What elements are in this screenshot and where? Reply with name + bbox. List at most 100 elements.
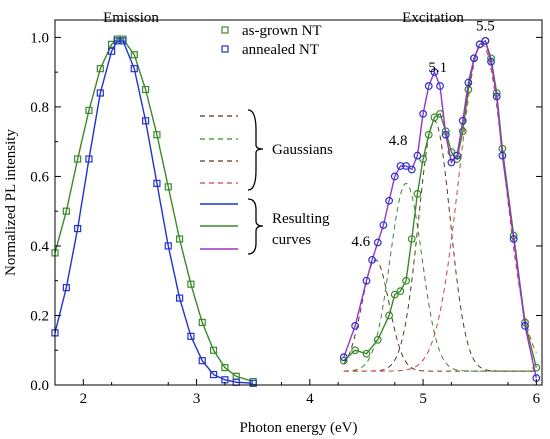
- data-point-annealed-excitation: [379, 221, 388, 229]
- data-point-annealed-emission: [175, 294, 184, 302]
- data-point-annealed-emission: [62, 284, 70, 292]
- data-point-as-grown-emission: [209, 346, 218, 354]
- legend-marker-as-grown: [221, 26, 229, 34]
- data-point-as-grown-excitation: [402, 276, 410, 285]
- data-point-as-grown-excitation: [351, 346, 360, 355]
- data-point-annealed-excitation: [521, 322, 529, 330]
- data-point-as-grown-excitation: [385, 311, 394, 320]
- data-point-annealed-excitation: [339, 353, 348, 362]
- data-point-annealed-emission: [187, 332, 195, 340]
- data-point-as-grown-excitation: [407, 235, 416, 243]
- data-point-annealed-excitation: [458, 116, 467, 125]
- peak-label: 4.6: [351, 234, 370, 250]
- data-point-annealed-excitation: [413, 151, 422, 160]
- legend-brace-gaussians: [247, 109, 264, 191]
- data-point-annealed-emission: [209, 370, 218, 379]
- data-point-as-grown-excitation: [447, 148, 456, 156]
- data-point-as-grown-emission: [187, 280, 195, 288]
- data-point-annealed-excitation: [419, 109, 427, 118]
- data-point-annealed-excitation: [470, 54, 478, 63]
- data-point-as-grown-excitation: [458, 127, 467, 136]
- resulting-curve-as-grown-emission: [54, 38, 254, 383]
- data-point-annealed-emission: [130, 65, 138, 73]
- plot-layer: 4.6 4.8 5.1 5.5: [51, 18, 541, 387]
- data-point-as-grown-excitation: [390, 290, 399, 299]
- data-point-annealed-excitation: [390, 172, 399, 181]
- legend-label-curves: curves: [272, 232, 311, 248]
- data-point-annealed-excitation: [407, 165, 416, 174]
- data-point-annealed-excitation: [492, 92, 501, 101]
- data-point-as-grown-emission: [153, 131, 161, 139]
- data-point-annealed-excitation: [453, 151, 461, 160]
- data-point-annealed-excitation: [396, 162, 405, 170]
- data-point-as-grown-excitation: [339, 356, 348, 365]
- data-point-as-grown-excitation: [413, 189, 422, 198]
- data-point-as-grown-emission: [175, 235, 184, 243]
- legend-marker-annealed: [221, 45, 229, 53]
- data-point-as-grown-excitation: [430, 113, 439, 122]
- data-point-annealed-emission: [85, 155, 93, 163]
- y-axis-label: Normalized PL intensity: [3, 129, 19, 276]
- data-point-annealed-emission: [198, 357, 206, 365]
- data-point-as-grown-emission: [85, 106, 93, 114]
- gaussian-component-curve: [343, 120, 537, 372]
- y-tick-label: 0.4: [30, 239, 49, 255]
- data-point-as-grown-emission: [164, 183, 172, 191]
- x-tick-label: 2: [80, 391, 88, 407]
- data-point-annealed-excitation: [509, 235, 518, 243]
- legend-brace-resulting: [247, 198, 264, 255]
- x-tick-label: 6: [533, 391, 541, 407]
- y-tick-label: 0.6: [30, 169, 49, 185]
- emission-panel-label: Emission: [103, 10, 159, 26]
- x-tick-label: 3: [193, 391, 201, 407]
- y-tick-label: 0.2: [30, 308, 49, 324]
- data-point-as-grown-emission: [96, 65, 104, 73]
- y-tick-label: 0.0: [30, 378, 49, 394]
- data-point-as-grown-excitation: [424, 130, 433, 139]
- data-point-annealed-excitation: [402, 162, 410, 170]
- gaussian-component-curve: [343, 182, 537, 372]
- data-point-as-grown-emission: [142, 85, 150, 94]
- peak-label: 4.8: [389, 133, 408, 149]
- data-point-annealed-emission: [108, 47, 116, 55]
- data-point-annealed-emission: [74, 224, 82, 233]
- data-point-annealed-excitation: [351, 322, 360, 330]
- text-layer: Photon energy (eV) Normalized PL intensi…: [3, 10, 464, 436]
- data-point-annealed-excitation: [362, 276, 371, 285]
- data-point-annealed-emission: [164, 242, 172, 250]
- y-tick-label: 0.8: [30, 100, 49, 116]
- data-point-annealed-emission: [119, 37, 127, 45]
- x-axis-label: Photon energy (eV): [239, 420, 357, 436]
- data-point-annealed-excitation: [498, 151, 507, 160]
- data-point-annealed-excitation: [481, 36, 490, 45]
- x-tick-label: 4: [306, 391, 314, 407]
- data-point-annealed-excitation: [475, 40, 484, 49]
- peak-label: 5.1: [428, 60, 447, 76]
- data-point-annealed-emission: [142, 117, 150, 125]
- data-point-as-grown-emission: [130, 51, 138, 59]
- legend-label-resulting: Resulting: [272, 211, 330, 227]
- data-point-annealed-excitation: [436, 82, 444, 90]
- data-point-as-grown-excitation: [532, 363, 541, 372]
- data-point-as-grown-emission: [62, 207, 70, 215]
- legend-label-annealed: annealed NT: [242, 42, 319, 58]
- excitation-panel-label: Excitation: [402, 10, 464, 26]
- axis-layer: 2 3 4 5 6 0.0 0.2 0.4 0.6 0.8 1.0: [30, 19, 543, 407]
- plot-frame: [54, 19, 543, 386]
- data-point-annealed-emission: [153, 179, 161, 187]
- data-point-annealed-excitation: [385, 196, 394, 205]
- gaussian-component-curve: [343, 43, 537, 372]
- data-point-annealed-excitation: [430, 68, 439, 77]
- data-point-as-grown-emission: [198, 318, 206, 327]
- data-point-annealed-excitation: [447, 158, 456, 167]
- data-point-annealed-excitation: [424, 82, 433, 90]
- legend: as-grown NT annealed NT Gaussians Result…: [200, 23, 333, 255]
- data-point-as-grown-emission: [74, 155, 82, 163]
- data-point-annealed-emission: [96, 89, 104, 97]
- legend-label-gaussians: Gaussians: [272, 142, 333, 158]
- data-point-annealed-emission: [249, 379, 257, 387]
- legend-label-as-grown: as-grown NT: [242, 23, 322, 39]
- y-tick-label: 1.0: [30, 30, 49, 46]
- data-point-annealed-excitation: [373, 238, 382, 247]
